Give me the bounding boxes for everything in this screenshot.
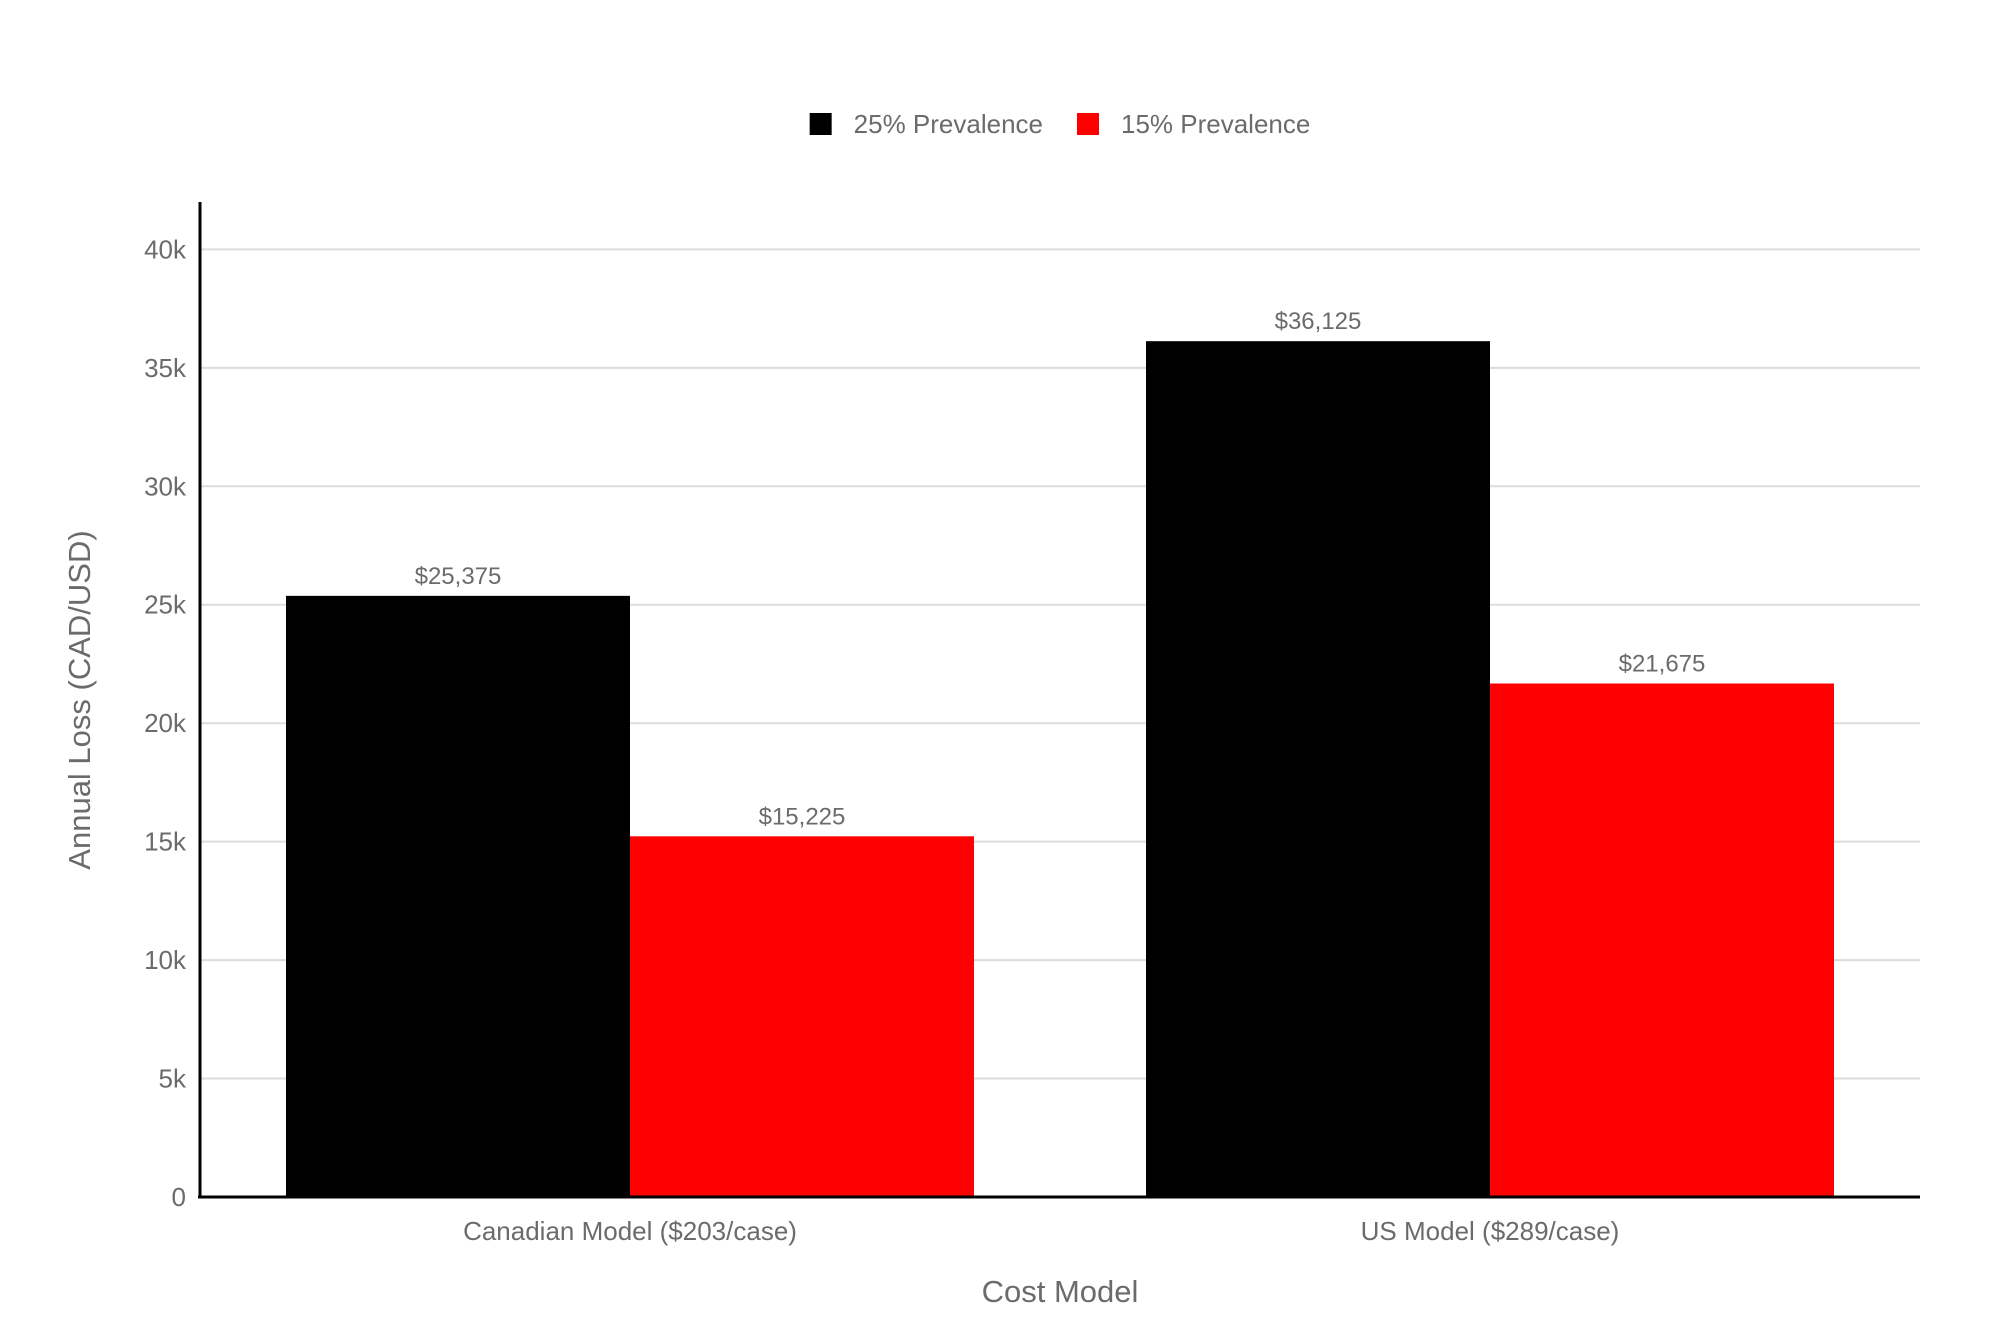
x-tick-label: Canadian Model ($203/case) [463, 1216, 797, 1246]
y-tick-label: 10k [144, 945, 187, 975]
legend-item: 15% Prevalence [1077, 109, 1310, 139]
y-tick-label: 40k [144, 234, 187, 264]
x-tick-label: US Model ($289/case) [1361, 1216, 1620, 1246]
x-tick-labels: Canadian Model ($203/case) US Model ($289… [463, 1216, 1619, 1246]
bar-data-label: $21,675 [1619, 651, 1706, 678]
bar [1490, 683, 1834, 1197]
y-axis-title: Annual Loss (CAD/USD) [62, 530, 97, 869]
y-tick-label: 25k [144, 590, 187, 620]
y-tick-labels: 0 5k 10k 15k 20k 25k 30k 35k 40k [144, 234, 187, 1212]
legend-item: 25% Prevalence [809, 109, 1043, 139]
x-axis-title: Cost Model [982, 1274, 1139, 1309]
data-labels: $25,375 $15,225 $36,125 $21,675 [415, 308, 1706, 830]
legend-swatch [1077, 113, 1099, 135]
y-tick-label: 15k [144, 827, 187, 857]
legend-label: 25% Prevalence [854, 109, 1043, 139]
y-tick-label: 20k [144, 708, 187, 738]
bar-data-label: $36,125 [1275, 308, 1362, 335]
bar [286, 595, 630, 1197]
y-tick-label: 30k [144, 471, 187, 501]
legend-swatch [809, 113, 832, 135]
legend: 25% Prevalence 15% Prevalence [809, 109, 1310, 139]
axes [198, 202, 1920, 1199]
legend-label: 15% Prevalence [1121, 109, 1310, 139]
bar-data-label: $25,375 [415, 563, 502, 590]
y-tick-label: 5k [159, 1064, 187, 1094]
y-tick-label: 0 [172, 1182, 186, 1212]
bar [1146, 341, 1490, 1198]
bar [630, 836, 974, 1197]
bar-data-label: $15,225 [759, 803, 846, 830]
bars [286, 341, 1834, 1198]
y-tick-label: 35k [144, 353, 187, 383]
